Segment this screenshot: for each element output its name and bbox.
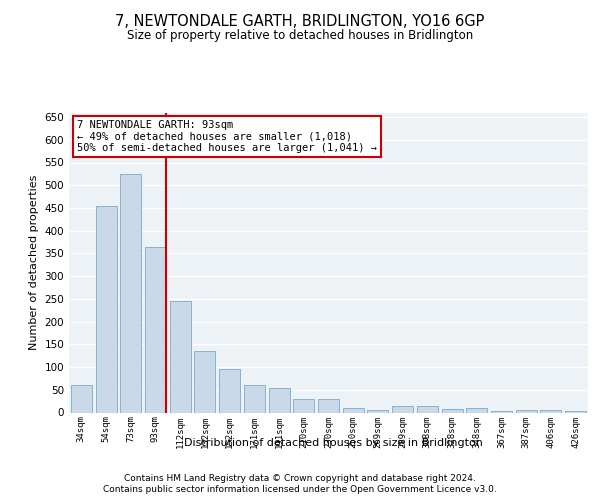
Text: Contains HM Land Registry data © Crown copyright and database right 2024.: Contains HM Land Registry data © Crown c… bbox=[124, 474, 476, 483]
Bar bbox=[194, 351, 215, 412]
Bar bbox=[417, 406, 438, 412]
Bar bbox=[392, 406, 413, 412]
Bar bbox=[269, 388, 290, 412]
Bar bbox=[293, 399, 314, 412]
Bar bbox=[565, 411, 586, 412]
Bar bbox=[442, 410, 463, 412]
Bar bbox=[170, 301, 191, 412]
Text: Distribution of detached houses by size in Bridlington: Distribution of detached houses by size … bbox=[184, 438, 482, 448]
Y-axis label: Number of detached properties: Number of detached properties bbox=[29, 175, 39, 350]
Bar bbox=[71, 385, 92, 412]
Text: Contains public sector information licensed under the Open Government Licence v3: Contains public sector information licen… bbox=[103, 485, 497, 494]
Bar bbox=[244, 385, 265, 412]
Bar bbox=[318, 399, 339, 412]
Text: Size of property relative to detached houses in Bridlington: Size of property relative to detached ho… bbox=[127, 29, 473, 42]
Bar bbox=[343, 408, 364, 412]
Bar bbox=[491, 411, 512, 412]
Bar bbox=[516, 410, 537, 412]
Bar bbox=[145, 246, 166, 412]
Bar bbox=[95, 206, 116, 412]
Bar bbox=[219, 370, 240, 412]
Text: 7 NEWTONDALE GARTH: 93sqm
← 49% of detached houses are smaller (1,018)
50% of se: 7 NEWTONDALE GARTH: 93sqm ← 49% of detac… bbox=[77, 120, 377, 153]
Bar bbox=[367, 410, 388, 412]
Bar bbox=[466, 408, 487, 412]
Bar bbox=[541, 410, 562, 412]
Bar bbox=[120, 174, 141, 412]
Text: 7, NEWTONDALE GARTH, BRIDLINGTON, YO16 6GP: 7, NEWTONDALE GARTH, BRIDLINGTON, YO16 6… bbox=[115, 14, 485, 29]
